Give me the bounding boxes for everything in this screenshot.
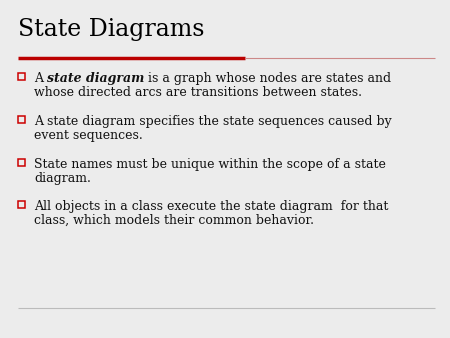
Text: A state diagram specifies the state sequences caused by: A state diagram specifies the state sequ… (34, 115, 392, 128)
Text: class, which models their common behavior.: class, which models their common behavio… (34, 214, 314, 227)
Text: event sequences.: event sequences. (34, 129, 143, 142)
Text: State names must be unique within the scope of a state: State names must be unique within the sc… (34, 158, 386, 171)
Bar (18, 73, 25, 80)
Text: All objects in a class execute the state diagram  for that: All objects in a class execute the state… (34, 200, 388, 213)
Bar (18, 116, 25, 123)
Text: State Diagrams: State Diagrams (18, 18, 204, 41)
Text: diagram.: diagram. (34, 172, 91, 185)
Text: state diagram: state diagram (47, 72, 144, 85)
Bar (18, 201, 25, 208)
Text: is a graph whose nodes are states and: is a graph whose nodes are states and (144, 72, 392, 85)
Text: whose directed arcs are transitions between states.: whose directed arcs are transitions betw… (34, 86, 362, 99)
Bar (18, 159, 25, 166)
Text: A: A (34, 72, 47, 85)
